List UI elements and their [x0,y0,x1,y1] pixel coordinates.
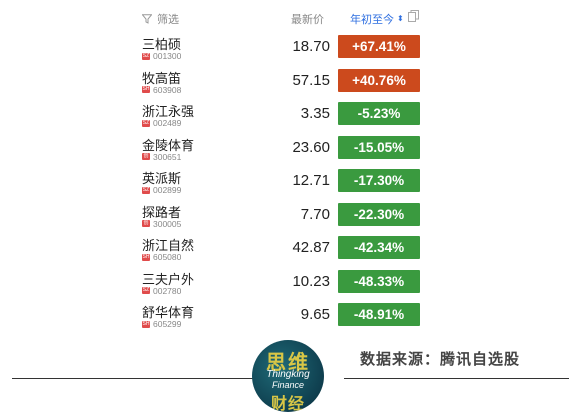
stock-code: 001300 [153,51,182,61]
latest-price: 10.23 [292,272,330,290]
stock-name: 金陵体育 [142,137,195,153]
logo-line1: Thingking [266,369,310,380]
market-badge: SZ [142,287,150,294]
latest-price: 18.70 [292,38,330,55]
copy-icon[interactable] [408,10,419,22]
stock-row[interactable]: 探路者 创 300005 7.70 -22.30% [0,202,585,236]
stock-name: 英派斯 [142,171,182,186]
stock-code: 002489 [153,118,182,128]
stock-name: 牧高笛 [142,70,182,86]
ytd-change-badge[interactable]: -17.30% [338,169,420,192]
footer-divider-right [344,378,569,379]
market-badge: 创 [142,220,150,227]
logo-line2: Finance [271,380,305,390]
logo-top-text: 思维 [266,350,310,374]
latest-price: 23.60 [292,138,330,156]
latest-price: 7.70 [300,205,330,223]
ytd-label: 年初至今 [350,14,394,26]
ytd-change-badge[interactable]: -22.30% [338,202,420,226]
market-badge: SH [142,320,150,328]
stock-code: 605080 [153,252,182,262]
stock-row[interactable]: 浙江自然 SH 605080 42.87 -42.34% [0,235,585,269]
stock-name: 舒华体育 [142,305,195,320]
stock-code-group: SH 605080 [142,252,181,262]
stock-code: 300005 [153,218,182,229]
stock-name: 浙江自然 [142,238,195,253]
ytd-change-badge[interactable]: -48.33% [338,269,420,293]
stock-row[interactable]: 三柏硕 SZ 001300 18.70 +67.41% [0,34,585,68]
ytd-change-badge[interactable]: +67.41% [338,35,420,58]
filter-button[interactable]: 筛选 [142,11,179,27]
latest-price: 9.65 [300,306,330,323]
stock-row[interactable]: 舒华体育 SH 605299 9.65 -48.91% [0,302,585,336]
list-header: 筛选 最新价 年初至今 ⬍ [0,8,585,30]
price-column-header[interactable]: 最新价 [291,14,324,26]
stock-name: 浙江永强 [142,104,195,119]
sort-icon: ⬍ [397,14,404,23]
ytd-change-badge[interactable]: -48.91% [338,303,420,326]
stock-code: 002899 [153,185,182,195]
stock-code-group: SZ 002489 [142,118,181,128]
ytd-change-badge[interactable]: -15.05% [338,135,420,159]
stock-row[interactable]: 浙江永强 SZ 002489 3.35 -5.23% [0,101,585,135]
stock-code-group: 创 300005 [142,219,181,229]
latest-price: 57.15 [292,71,330,89]
stock-row[interactable]: 牧高笛 SH 603908 57.15 +40.76% [0,68,585,102]
stock-name: 探路者 [142,204,182,220]
footer-divider-left [12,378,254,379]
stock-row[interactable]: 英派斯 SZ 002899 12.71 -17.30% [0,168,585,202]
latest-price: 3.35 [300,105,330,122]
stock-list: 三柏硕 SZ 001300 18.70 +67.41% 牧高笛 SH 60390… [0,34,585,336]
market-badge: SH [142,86,150,93]
stock-code-group: SZ 001300 [142,51,181,61]
stock-name: 三柏硕 [142,37,182,52]
stock-name: 三夫户外 [142,271,195,287]
data-source-caption: 数据来源：腾讯自选股 [360,350,521,368]
stock-row[interactable]: 金陵体育 创 300651 23.60 -15.05% [0,135,585,169]
stock-code-group: SH 605299 [142,319,181,329]
ytd-change-badge[interactable]: +40.76% [338,68,420,92]
stock-code-group: SZ 002899 [142,185,181,195]
latest-price: 12.71 [292,172,330,189]
market-badge: SZ [142,52,150,60]
ytd-column-header[interactable]: 年初至今 ⬍ [350,11,404,27]
stock-code: 300651 [153,151,182,162]
logo-bottom-text: 财经 [270,394,305,412]
stock-code-group: SH 603908 [142,85,181,95]
market-badge: SH [142,253,150,261]
stock-row[interactable]: 三夫户外 SZ 002780 10.23 -48.33% [0,269,585,303]
market-badge: SZ [142,186,150,194]
market-badge: 创 [142,153,150,160]
market-badge: SZ [142,119,150,127]
stock-code: 605299 [153,319,182,329]
stock-code: 002780 [153,285,182,296]
stock-code-group: SZ 002780 [142,286,181,296]
ytd-change-badge[interactable]: -42.34% [338,236,420,259]
stock-code-group: 创 300651 [142,152,181,162]
stock-code: 603908 [153,84,182,95]
latest-price: 42.87 [292,239,330,256]
brand-logo: 思维 Thingking Finance 财经 [252,340,324,412]
ytd-change-badge[interactable]: -5.23% [338,102,420,125]
filter-label: 筛选 [157,14,179,26]
filter-icon [142,14,152,24]
